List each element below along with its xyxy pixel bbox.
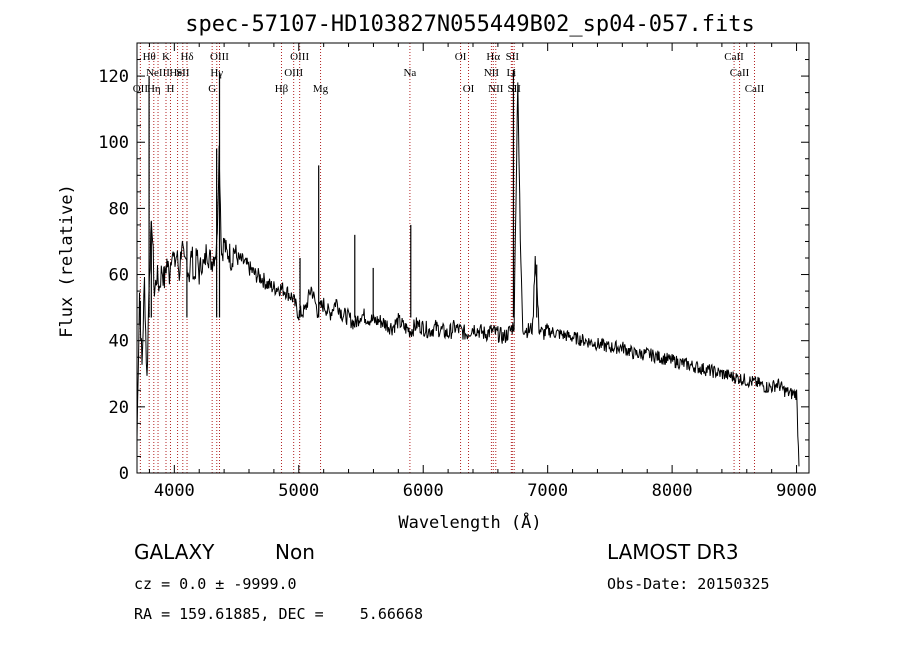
emission-spikes — [139, 69, 538, 325]
y-axis-label: Flux (relative) — [57, 184, 77, 338]
spectral-line-markers — [139, 43, 755, 473]
line-label-21: NII — [488, 83, 504, 95]
x-axis-ticks: 4000 5000 6000 7000 8000 9000 — [148, 43, 817, 501]
line-label-13: OIII — [284, 67, 303, 79]
line-label-18: OI — [463, 83, 475, 95]
line-label-17: OI — [455, 51, 467, 63]
x-tick-label-5: 9000 — [776, 481, 817, 501]
plot-area: OIIHθHηNeIIIKHHeISIIHδGHγOIIIHβOIIIOIIIM… — [98, 42, 817, 501]
spectrum-line — [136, 82, 800, 467]
classification-label: GALAXY — [134, 540, 215, 564]
y-tick-label-5: 100 — [98, 133, 129, 153]
x-axis-label: Wavelength (Å) — [398, 511, 541, 533]
line-label-14: OIII — [290, 51, 309, 63]
coordinates-readout: RA = 159.61885, DEC = 5.66668 — [134, 605, 423, 623]
line-label-4: K — [162, 51, 170, 63]
y-tick-label-2: 40 — [109, 332, 129, 352]
line-label-12: Hβ — [275, 83, 289, 95]
line-label-11: OIII — [210, 51, 229, 63]
line-label-3: NeIII — [146, 67, 170, 79]
obs-date-readout: Obs-Date: 20150325 — [607, 575, 770, 593]
y-tick-label-1: 20 — [109, 398, 129, 418]
subclass-label: Non — [275, 540, 315, 564]
line-label-27: CaII — [745, 83, 765, 95]
line-label-16: Na — [403, 67, 416, 79]
line-label-23: SII — [506, 51, 520, 63]
line-label-25: CaII — [724, 51, 744, 63]
x-tick-label-1: 5000 — [278, 481, 319, 501]
spectral-line-labels: OIIHθHηNeIIIKHHeISIIHδGHγOIIIHβOIIIOIIIM… — [133, 51, 765, 95]
line-label-6: HeI — [169, 67, 186, 79]
line-label-19: NII — [484, 67, 500, 79]
line-label-5: H — [166, 83, 174, 95]
line-label-7: SII — [176, 67, 190, 79]
line-label-2: Hη — [147, 83, 161, 95]
line-label-9: G — [208, 83, 216, 95]
y-tick-label-4: 80 — [109, 199, 129, 219]
line-label-15: Mg — [313, 83, 329, 95]
y-tick-label-6: 120 — [98, 67, 129, 87]
line-label-20: Hα — [486, 51, 500, 63]
x-tick-label-0: 4000 — [154, 481, 195, 501]
line-label-24: SII — [507, 83, 521, 95]
y-tick-label-3: 60 — [109, 266, 129, 286]
survey-label: LAMOST DR3 — [607, 540, 739, 564]
chart-title: spec-57107-HD103827N055449B02_sp04-057.f… — [185, 12, 755, 37]
line-label-10: Hγ — [210, 67, 223, 79]
x-tick-label-2: 6000 — [403, 481, 444, 501]
line-label-26: CaII — [730, 67, 750, 79]
line-label-22: Li — [506, 67, 516, 79]
redshift-readout: cz = 0.0 ± -9999.0 — [134, 575, 297, 593]
x-tick-label-4: 8000 — [652, 481, 693, 501]
line-label-8: Hδ — [180, 51, 193, 63]
y-axis-ticks: 0 20 40 60 80 100 120 — [98, 59, 809, 484]
line-label-1: Hθ — [143, 51, 156, 63]
x-tick-label-3: 7000 — [527, 481, 568, 501]
y-tick-label-0: 0 — [119, 464, 129, 484]
